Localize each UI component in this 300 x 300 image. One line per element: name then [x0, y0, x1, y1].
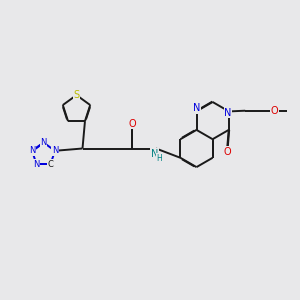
- Text: N: N: [52, 146, 58, 155]
- Text: N: N: [224, 108, 232, 118]
- Text: N: N: [40, 138, 47, 147]
- Text: H: H: [156, 154, 162, 163]
- Text: N: N: [193, 103, 200, 113]
- Text: N: N: [29, 146, 35, 155]
- Text: O: O: [128, 118, 136, 129]
- Text: N: N: [151, 149, 158, 159]
- Text: O: O: [271, 106, 278, 116]
- Text: S: S: [74, 90, 80, 100]
- Text: O: O: [224, 147, 231, 157]
- Text: C: C: [48, 160, 53, 169]
- Text: N: N: [33, 160, 40, 169]
